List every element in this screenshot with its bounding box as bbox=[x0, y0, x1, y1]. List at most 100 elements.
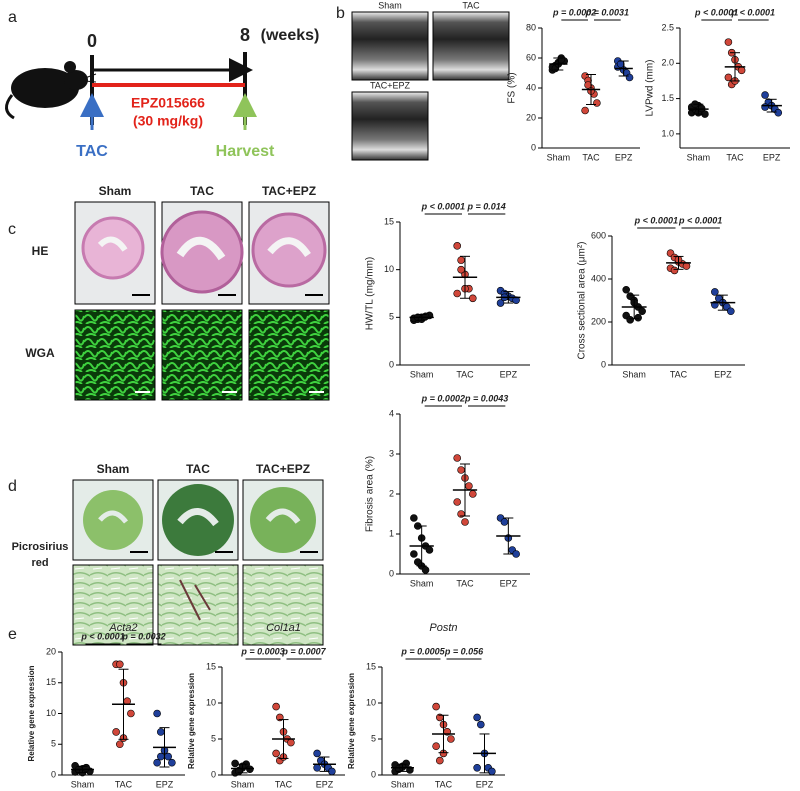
y-tick-label: 15 bbox=[366, 661, 376, 671]
x-tick-label: Sham bbox=[687, 152, 711, 162]
y-tick-label: 1.5 bbox=[661, 93, 674, 103]
data-point bbox=[626, 316, 634, 324]
column-header: TAC+EPZ bbox=[262, 184, 316, 198]
time-end: 8 bbox=[240, 25, 250, 45]
data-point bbox=[168, 758, 176, 767]
data-point bbox=[465, 482, 473, 490]
data-point bbox=[461, 518, 469, 526]
panel-label: c bbox=[8, 221, 16, 238]
x-tick-label: TAC bbox=[456, 578, 474, 588]
data-point bbox=[584, 81, 592, 89]
data-point bbox=[447, 735, 455, 743]
data-point bbox=[164, 752, 172, 761]
x-tick-label: Sham bbox=[622, 369, 646, 379]
data-point bbox=[622, 285, 630, 294]
y-tick-label: 80 bbox=[526, 22, 536, 32]
p-value: p < 0.0001 bbox=[80, 631, 124, 641]
p-value: p < 0.0001 bbox=[731, 7, 775, 17]
y-axis-label: FS (%) bbox=[507, 72, 518, 103]
y-tick-label: 5 bbox=[211, 733, 216, 743]
data-point bbox=[581, 106, 589, 115]
data-point bbox=[157, 728, 165, 736]
data-point bbox=[425, 546, 434, 554]
x-tick-label: EPZ bbox=[500, 578, 518, 588]
row-header: WGA bbox=[25, 346, 55, 360]
y-tick-label: 2.0 bbox=[661, 58, 674, 68]
column-header: TAC bbox=[186, 462, 210, 476]
data-point bbox=[468, 490, 477, 498]
data-point bbox=[488, 767, 496, 776]
drug-label: EPZ015666 bbox=[131, 95, 205, 111]
mouse-icon bbox=[5, 61, 97, 120]
echo-image bbox=[351, 91, 429, 161]
data-point bbox=[432, 742, 440, 751]
p-value: p < 0.0001 bbox=[678, 215, 722, 225]
x-tick-label: TAC bbox=[726, 152, 744, 162]
data-point bbox=[682, 262, 691, 270]
data-point bbox=[724, 38, 733, 46]
data-point bbox=[457, 466, 465, 474]
data-point bbox=[457, 256, 465, 264]
panel-label: a bbox=[8, 9, 17, 26]
y-tick-label: 15 bbox=[46, 677, 56, 687]
he-images bbox=[74, 201, 330, 305]
data-point bbox=[410, 514, 418, 522]
data-point bbox=[313, 749, 321, 758]
data-point bbox=[727, 307, 735, 316]
p-value: p = 0.0003 bbox=[240, 646, 284, 656]
echo-label: TAC+EPZ bbox=[370, 80, 411, 90]
data-point bbox=[82, 764, 90, 773]
data-point bbox=[670, 266, 679, 275]
x-tick-label: EPZ bbox=[500, 369, 518, 379]
y-tick-label: 10 bbox=[206, 697, 216, 707]
y-tick-label: 20 bbox=[46, 646, 56, 656]
y-tick-label: 10 bbox=[46, 708, 56, 718]
x-tick-label: TAC bbox=[115, 779, 133, 789]
y-tick-label: 0 bbox=[389, 359, 394, 369]
y-axis-label: LVPwd (mm) bbox=[645, 59, 656, 116]
chart-title: Acta2 bbox=[108, 622, 137, 634]
x-tick-label: EPZ bbox=[316, 779, 334, 789]
data-point bbox=[272, 749, 280, 758]
y-tick-label: 15 bbox=[206, 661, 216, 671]
p-value: p < 0.0001 bbox=[694, 7, 738, 17]
data-point bbox=[432, 702, 440, 711]
panel-label: e bbox=[8, 626, 17, 643]
data-point bbox=[153, 709, 161, 718]
y-tick-label: 600 bbox=[591, 230, 606, 240]
y-tick-label: 0 bbox=[389, 568, 394, 578]
x-tick-label: TAC bbox=[435, 779, 453, 789]
data-point bbox=[468, 294, 477, 303]
data-point bbox=[313, 763, 321, 772]
y-tick-label: 0 bbox=[371, 769, 376, 779]
x-tick-label: TAC bbox=[456, 369, 474, 379]
echo-label: Sham bbox=[378, 0, 402, 10]
y-tick-label: 40 bbox=[526, 82, 536, 92]
p-value: p = 0.0005 bbox=[400, 646, 445, 656]
data-point bbox=[711, 288, 719, 296]
data-point bbox=[638, 307, 646, 316]
data-point bbox=[477, 720, 485, 729]
data-point bbox=[112, 728, 120, 736]
p-value: p = 0.0032 bbox=[121, 631, 165, 641]
data-point bbox=[421, 566, 430, 574]
data-point bbox=[153, 758, 161, 767]
data-point bbox=[157, 752, 165, 761]
x-tick-label: Sham bbox=[547, 152, 571, 162]
y-axis-label: Relative gene expression bbox=[347, 673, 356, 769]
echo-label: TAC bbox=[462, 0, 480, 10]
y-tick-label: 0 bbox=[601, 359, 606, 369]
dose-label: (30 mg/kg) bbox=[133, 113, 203, 129]
p-value: p < 0.0001 bbox=[421, 201, 465, 211]
p-value: p = 0.056 bbox=[444, 646, 484, 656]
x-tick-label: TAC bbox=[670, 369, 688, 379]
data-point bbox=[287, 738, 295, 747]
chart-title: Postn bbox=[429, 622, 457, 634]
x-tick-label: EPZ bbox=[615, 152, 633, 162]
y-tick-label: 20 bbox=[526, 112, 536, 122]
y-tick-label: 10 bbox=[384, 264, 394, 274]
data-point bbox=[512, 550, 520, 558]
data-point bbox=[116, 740, 124, 749]
y-axis-label: Relative gene expression bbox=[187, 673, 196, 769]
row-header: Picrosirius bbox=[12, 541, 69, 553]
